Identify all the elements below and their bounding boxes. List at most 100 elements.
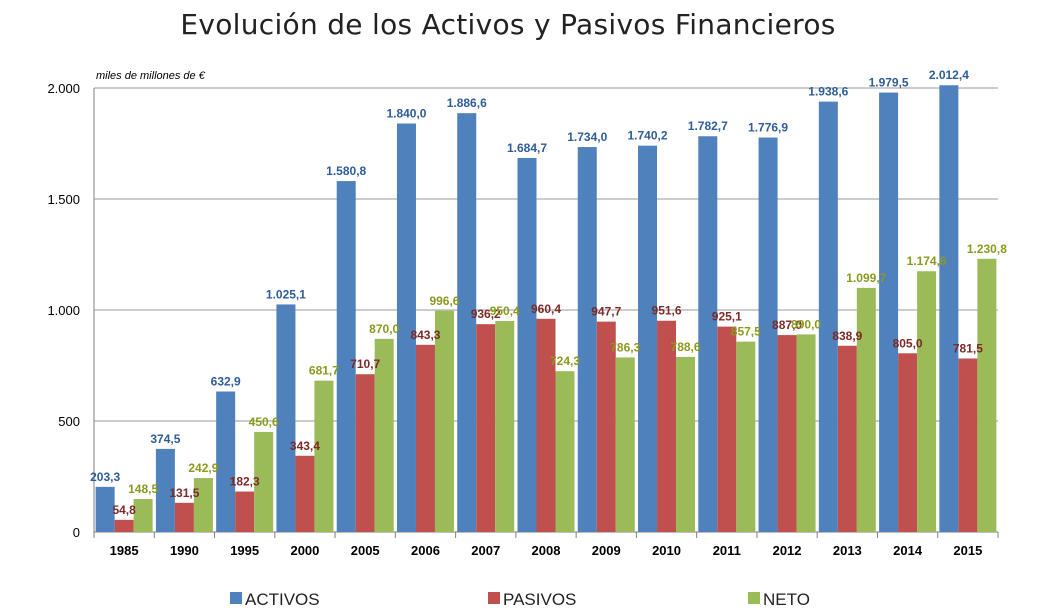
data-label-activos: 1.740,2 (628, 129, 668, 143)
bar-activos (155, 448, 175, 532)
y-tick-label: 500 (58, 414, 80, 429)
legend-label-activos: ACTIVOS (245, 590, 320, 609)
data-label-neto: 890,0 (791, 317, 821, 331)
x-tick-label: 2010 (652, 543, 681, 558)
x-tick-label: 2008 (532, 543, 561, 558)
legend-label-neto: NETO (763, 590, 810, 609)
legend-label-pasivos: PASIVOS (503, 590, 576, 609)
bar-neto (917, 271, 937, 532)
bar-activos (698, 136, 718, 532)
data-label-activos: 1.979,5 (869, 76, 909, 90)
x-tick-label: 2014 (893, 543, 923, 558)
data-label-neto: 788,6 (671, 340, 701, 354)
bar-activos (336, 181, 356, 533)
bar-pasivos (295, 455, 315, 532)
bar-neto (736, 341, 756, 532)
data-label-activos: 2.012,4 (929, 68, 969, 82)
bar-pasivos (114, 519, 134, 532)
x-tick-label: 2011 (713, 543, 741, 558)
bar-neto (254, 431, 274, 532)
bar-pasivos (837, 345, 857, 532)
data-label-activos: 1.840,0 (386, 107, 426, 121)
data-label-activos: 203,3 (90, 470, 120, 484)
bar-activos (818, 101, 838, 532)
bar-neto (314, 380, 334, 532)
data-label-neto: 1.099,7 (846, 271, 886, 285)
data-label-activos: 1.886,6 (447, 96, 487, 110)
data-label-neto: 870,0 (369, 322, 399, 336)
data-label-activos: 374,5 (150, 432, 180, 446)
bar-neto (434, 310, 454, 532)
bar-activos (577, 147, 597, 532)
bar-neto (133, 499, 153, 532)
bar-pasivos (717, 326, 737, 532)
bar-pasivos (415, 344, 435, 532)
bar-neto (615, 357, 635, 532)
data-label-pasivos: 343,4 (290, 439, 320, 453)
bar-pasivos (958, 358, 978, 532)
bar-pasivos (777, 335, 797, 532)
bar-activos (95, 486, 115, 532)
x-axis: 1985 1990 1995 2000 2005 2006 2007 2008 2009 2010… (93, 532, 999, 558)
data-label-activos: 1.938,6 (808, 85, 848, 99)
bar-activos (517, 157, 537, 533)
x-tick-label: 2006 (411, 543, 440, 558)
data-labels: 203,3 374,5 632,9 1.025,1 1.580,8 1.840,0 1.88… (90, 68, 1007, 517)
bar-pasivos (235, 491, 255, 532)
chart-title: Evolución de los Activos y Pasivos Finan… (180, 8, 836, 41)
data-label-neto: 450,6 (249, 415, 279, 429)
data-label-neto: 242,9 (188, 461, 218, 475)
data-label-pasivos: 781,5 (953, 342, 983, 356)
data-label-pasivos: 951,6 (652, 304, 682, 318)
bar-pasivos (355, 374, 375, 532)
data-label-pasivos: 182,3 (230, 475, 260, 489)
bar-neto (676, 356, 696, 532)
data-label-pasivos: 887,0 (772, 318, 802, 332)
x-tick-label: 2015 (953, 543, 982, 558)
bar-activos (879, 92, 899, 533)
bar-neto (555, 371, 575, 532)
x-tick-label: 1985 (110, 543, 139, 558)
x-tick-label: 2000 (290, 543, 319, 558)
bar-pasivos (596, 321, 616, 532)
bar-pasivos (898, 353, 918, 532)
legend: ACTIVOS PASIVOS NETO (230, 590, 810, 609)
y-axis: 0 500 1.000 1.500 2.000 (47, 81, 80, 540)
bars (95, 85, 997, 533)
bar-activos (216, 391, 236, 532)
x-tick-label: 2012 (773, 543, 802, 558)
data-label-neto: 681,7 (309, 364, 339, 378)
x-tick-label: 2013 (833, 543, 862, 558)
data-label-activos: 1.776,9 (748, 121, 788, 135)
data-label-activos: 1.734,0 (567, 130, 607, 144)
bar-pasivos (174, 502, 194, 532)
bar-pasivos (536, 318, 556, 532)
data-label-pasivos: 925,1 (712, 310, 742, 324)
legend-swatch-neto (748, 592, 760, 604)
data-label-pasivos: 838,9 (832, 329, 862, 343)
data-label-pasivos: 54,8 (112, 503, 136, 517)
data-label-pasivos: 960,4 (531, 302, 561, 316)
data-label-neto: 724,3 (550, 354, 580, 368)
bar-neto (495, 321, 515, 532)
data-label-activos: 632,9 (211, 374, 241, 388)
x-tick-label: 1995 (230, 543, 259, 558)
y-tick-label: 0 (73, 525, 80, 540)
data-label-activos: 1.025,1 (266, 287, 306, 301)
bar-neto (977, 258, 997, 532)
bar-activos (638, 145, 658, 532)
unit-label: miles de millones de € (96, 70, 206, 82)
bar-activos (396, 123, 416, 533)
bar-activos (276, 304, 296, 532)
bar-pasivos (657, 320, 677, 532)
bar-activos (758, 137, 778, 532)
data-label-neto: 1.230,8 (967, 242, 1007, 256)
legend-swatch-pasivos (488, 592, 500, 604)
bar-neto (193, 478, 213, 532)
bar-neto (856, 287, 876, 532)
data-label-activos: 1.580,8 (326, 164, 366, 178)
x-tick-label: 2005 (351, 543, 380, 558)
data-label-activos: 1.782,7 (688, 119, 728, 133)
data-label-neto: 148,5 (128, 482, 158, 496)
